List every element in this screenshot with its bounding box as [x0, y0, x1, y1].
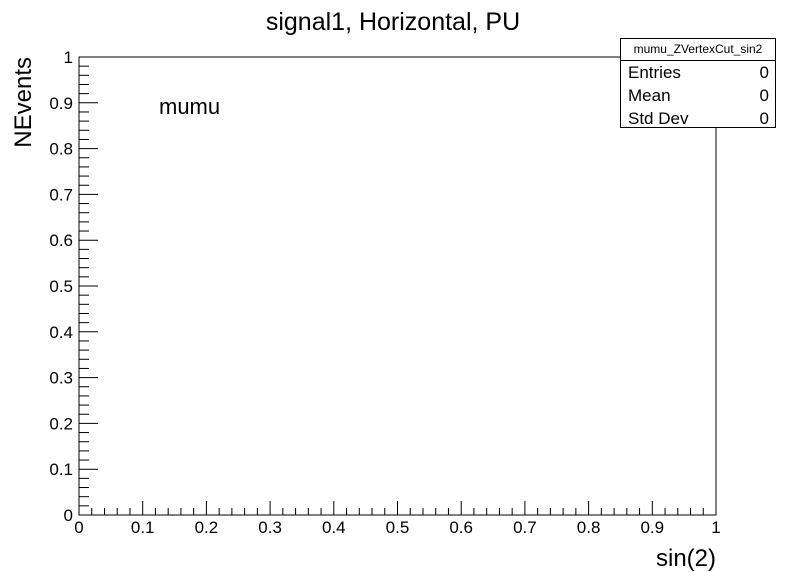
stats-entries-label: Entries [628, 63, 681, 82]
x-tick-label: 0.6 [449, 518, 473, 537]
x-tick-label: 0.3 [258, 518, 282, 537]
x-tick-label: 0.1 [131, 518, 155, 537]
stats-mean-label: Mean [628, 86, 671, 105]
stats-mean-value: 0 [759, 86, 769, 105]
stats-stddev-label: Std Dev [628, 109, 689, 128]
x-tick-label: 0.9 [640, 518, 664, 537]
stats-box-title: mumu_ZVertexCut_sin2 [621, 39, 775, 61]
x-axis-label: sin(2) [656, 545, 716, 572]
y-tick-label: 0.5 [49, 277, 73, 296]
x-tick-label: 1 [711, 518, 720, 537]
y-tick-label: 0.2 [49, 414, 73, 433]
stats-box: mumu_ZVertexCut_sin2 Entries 0 Mean 0 St… [620, 38, 776, 128]
y-tick-label: 0.4 [49, 323, 73, 342]
x-tick-label: 0 [74, 518, 83, 537]
stats-entries-value: 0 [759, 63, 769, 82]
x-tick-label: 0.8 [577, 518, 601, 537]
y-tick-label: 1 [64, 48, 73, 67]
y-tick-label: 0 [64, 506, 73, 525]
y-axis-label: NEvents [10, 57, 37, 148]
stats-row-mean: Mean 0 [621, 84, 775, 107]
y-tick-label: 0.7 [49, 185, 73, 204]
x-tick-label: 0.5 [386, 518, 410, 537]
x-axis: 0 0.1 0.2 0.3 0.4 0.5 0.6 0.7 0.8 0.9 1 [74, 501, 721, 537]
y-tick-label: 0.9 [49, 94, 73, 113]
stats-stddev-value: 0 [759, 109, 769, 128]
y-axis: 0 0.1 0.2 0.3 0.4 0.5 0.6 0.7 0.8 0.9 1 [49, 48, 98, 525]
x-tick-label: 0.2 [195, 518, 219, 537]
y-tick-label: 0.3 [49, 369, 73, 388]
chart-title: signal1, Horizontal, PU [266, 8, 520, 36]
x-tick-label: 0.4 [322, 518, 346, 537]
x-tick-label: 0.7 [513, 518, 537, 537]
annotation-mumu: mumu [159, 94, 220, 119]
y-tick-label: 0.1 [49, 460, 73, 479]
stats-row-stddev: Std Dev 0 [621, 107, 775, 130]
stats-row-entries: Entries 0 [621, 61, 775, 84]
y-tick-label: 0.6 [49, 231, 73, 250]
y-tick-label: 0.8 [49, 140, 73, 159]
